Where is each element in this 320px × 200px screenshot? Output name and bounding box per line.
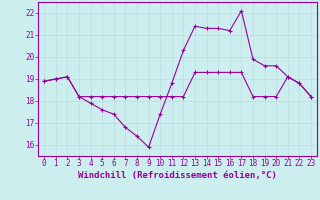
X-axis label: Windchill (Refroidissement éolien,°C): Windchill (Refroidissement éolien,°C) xyxy=(78,171,277,180)
